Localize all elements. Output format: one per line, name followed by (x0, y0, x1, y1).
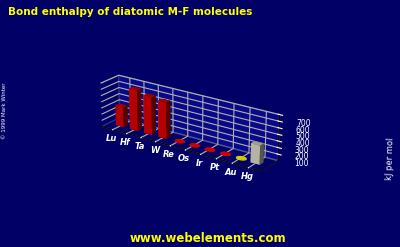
Text: © 1999 Mark Winter: © 1999 Mark Winter (2, 83, 7, 139)
Text: www.webelements.com: www.webelements.com (130, 231, 286, 245)
Text: Bond enthalpy of diatomic M-F molecules: Bond enthalpy of diatomic M-F molecules (8, 7, 252, 17)
